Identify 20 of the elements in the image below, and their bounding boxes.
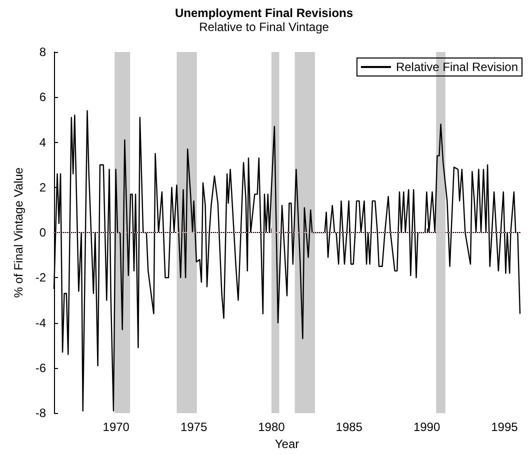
y-tick-label: -4 <box>35 316 46 330</box>
x-axis-title: Year <box>274 437 300 451</box>
y-tick-label: 0 <box>39 226 46 240</box>
x-tick-label: 1990 <box>413 420 440 434</box>
x-tick-label: 1970 <box>102 420 130 434</box>
x-tick-label: 1995 <box>491 420 518 434</box>
x-tick-label: 1980 <box>258 420 286 434</box>
y-tick-label: 2 <box>39 180 46 194</box>
y-tick-label: -8 <box>35 406 46 420</box>
x-tick-label: 1975 <box>180 420 208 434</box>
chart-subtitle: Relative to Final Vintage <box>199 20 330 34</box>
y-tick-label: 6 <box>39 90 46 104</box>
y-tick-label: 8 <box>39 45 46 59</box>
chart-title: Unemployment Final Revisions <box>174 6 354 20</box>
y-tick-label: 4 <box>39 135 46 150</box>
y-axis-title: % of Final Vintage Value <box>11 167 26 298</box>
legend-label: Relative Final Revision <box>396 60 518 74</box>
y-tick-label: -6 <box>35 360 46 375</box>
x-tick-label: 1985 <box>336 420 363 434</box>
y-tick-label: -2 <box>35 270 46 285</box>
